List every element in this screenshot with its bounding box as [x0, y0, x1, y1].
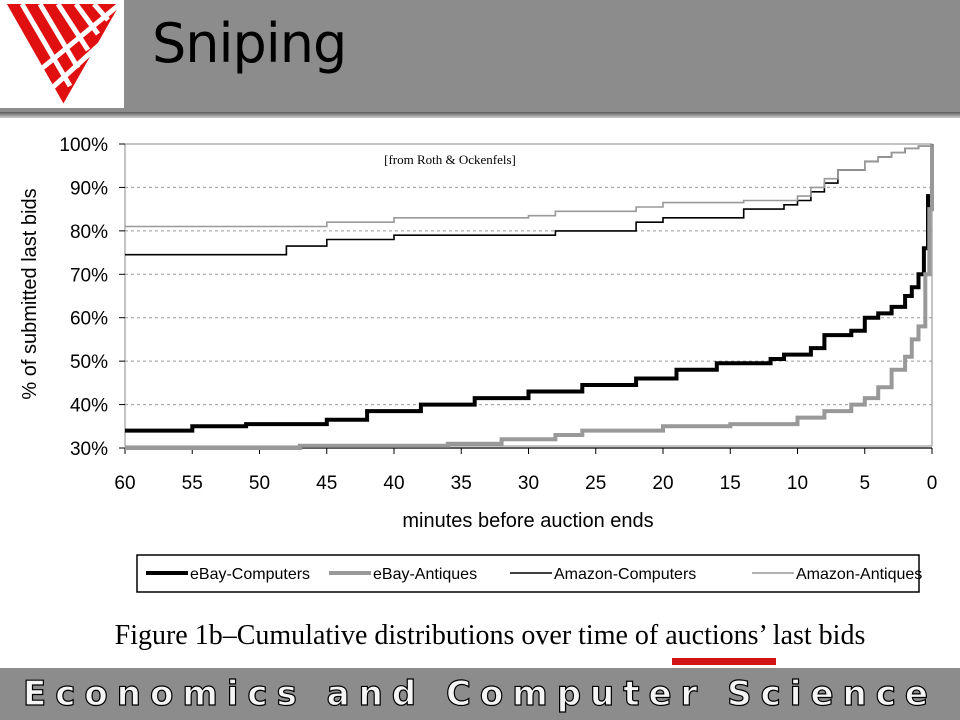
x-tick-label: 55: [182, 473, 203, 494]
x-tick-label: 0: [927, 473, 938, 494]
y-tick-label: 100%: [59, 135, 108, 156]
university-logo: [0, 0, 124, 108]
y-tick-label: 40%: [70, 396, 108, 417]
y-tick-label: 60%: [70, 309, 108, 330]
legend-label: eBay-Antiques: [373, 566, 477, 583]
legend: eBay-Computers eBay-Antiques Amazon-Comput…: [146, 566, 922, 583]
y-tick-label: 30%: [70, 439, 108, 460]
y-axis-ticks: 30% 40% 50% 60% 70% 80% 90% 100%: [59, 135, 125, 460]
y-tick-label: 50%: [70, 352, 108, 373]
header-band: Sniping: [0, 0, 960, 112]
series-line-amazon-computers: [125, 144, 933, 256]
series-line-amazon-antiques: [125, 144, 933, 228]
gridlines: [125, 143, 932, 406]
footer-band: Economics and Computer Science: [0, 668, 960, 720]
x-tick-label: 5: [859, 473, 870, 494]
caption-prefix: Figure 1b–Cumulative distributions over …: [114, 620, 666, 651]
x-tick-label: 30: [518, 473, 539, 494]
slide-title: Sniping: [152, 12, 347, 75]
x-tick-label: 25: [585, 473, 606, 494]
y-tick-label: 90%: [70, 178, 108, 199]
cumulative-bids-chart: 60 55 50 45 40 35 30 25 20 15 10 5 0 30%40%50%60%70%…: [19, 135, 938, 593]
y-axis-label: % of submitted last bids: [19, 188, 41, 399]
x-tick-label: 10: [787, 473, 808, 494]
caption-highlight: auctions’: [665, 620, 766, 651]
source-annotation: [from Roth & Ockenfels]: [384, 152, 516, 167]
header-divider: [0, 112, 960, 118]
highlight-underline: [672, 658, 776, 665]
x-tick-label: 50: [249, 473, 270, 494]
x-tick-label: 15: [720, 473, 741, 494]
caption-suffix: last bids: [765, 620, 866, 651]
x-tick-label: 20: [652, 473, 673, 494]
logo-emblem-icon: [1, 2, 122, 108]
x-axis-ticks: 60 55 50 45 40 35 30 25 20 15 10 5 0: [114, 447, 938, 494]
x-tick-label: 35: [451, 473, 472, 494]
y-tick-label: 80%: [70, 222, 108, 243]
plot-area-frame: [124, 143, 933, 447]
legend-label: Amazon-Antiques: [796, 566, 922, 583]
footer-title: Economics and Computer Science: [22, 673, 937, 714]
series-lines: [125, 144, 934, 450]
legend-label: Amazon-Computers: [554, 566, 696, 583]
x-axis-label: minutes before auction ends: [402, 510, 653, 532]
x-tick-label: 45: [316, 473, 337, 494]
figure-caption: Figure 1b–Cumulative distributions over …: [0, 620, 960, 652]
x-tick-label: 60: [114, 473, 135, 494]
x-tick-label: 40: [383, 473, 404, 494]
y-tick-label: 70%: [70, 265, 108, 286]
series-line-ebay-computers: [125, 144, 934, 433]
series-line-ebay-antiques: [125, 144, 934, 450]
legend-label: eBay-Computers: [190, 566, 310, 583]
